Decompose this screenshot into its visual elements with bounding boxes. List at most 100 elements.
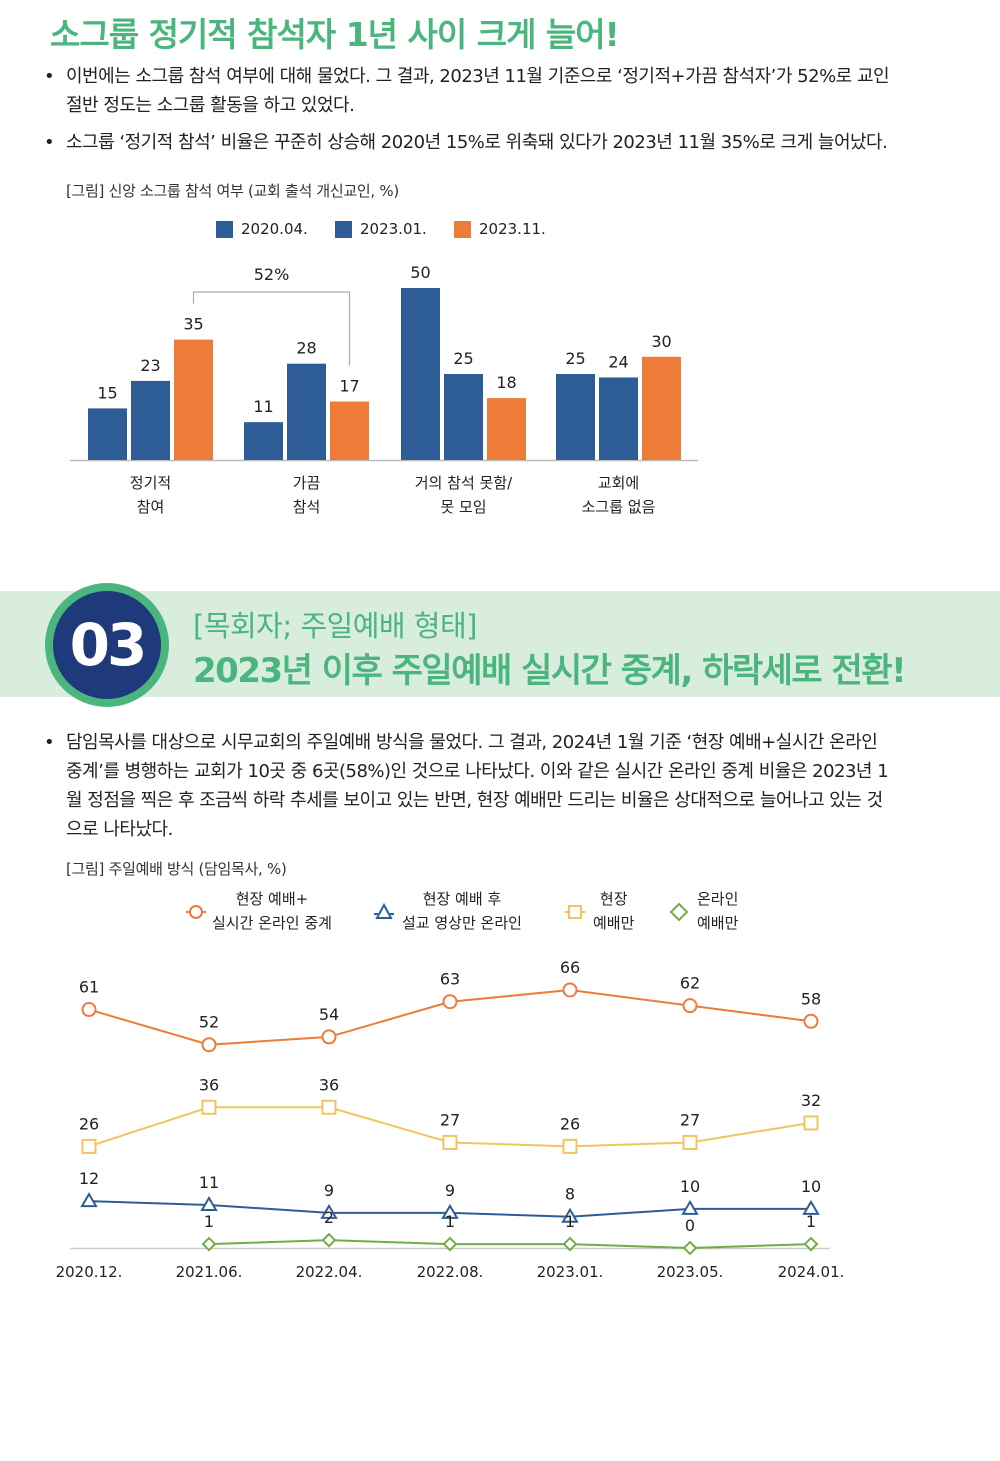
section1-bullet-1: • 이번에는 소그룹 참석 여부에 대해 물었다. 그 결과, 2023년 11…	[44, 62, 976, 120]
x-tick-label: 2021.06.	[176, 1263, 243, 1281]
bullet-line: 중계’를 병행하는 교회가 10곳 중 6곳(58%)인 것으로 나타났다. 이…	[66, 761, 889, 782]
x-tick-label: 2020.12.	[56, 1263, 123, 1281]
figure-caption-1: [그림] 신앙 소그룹 참석 여부 (교회 출석 개신교인, %)	[66, 182, 399, 200]
bar-value-label: 23	[140, 356, 160, 375]
bar-value-label: 30	[651, 332, 671, 351]
bullet-dot: •	[44, 132, 55, 153]
legend-label: 예배만	[593, 914, 635, 932]
bar	[642, 356, 681, 460]
data-label: 9	[445, 1181, 455, 1200]
legend-label: 2023.01.	[360, 220, 427, 238]
data-point	[562, 982, 578, 998]
data-point	[201, 1099, 217, 1115]
data-point	[200, 1196, 218, 1211]
data-point	[201, 1236, 217, 1252]
data-label: 10	[680, 1177, 700, 1196]
section2-subtitle: [목회자; 주일예배 형태]	[193, 609, 477, 643]
bar	[444, 374, 483, 460]
legend-marker-circle-icon	[186, 905, 206, 919]
data-point	[441, 1203, 459, 1219]
annotation-bracket	[192, 291, 351, 366]
legend-label: 설교 영상만 온라인	[402, 914, 522, 932]
data-point	[681, 1199, 699, 1215]
bar	[88, 408, 127, 460]
data-label: 26	[79, 1114, 99, 1133]
bar-value-label: 35	[183, 315, 203, 334]
section2-bullet: • 담임목사를 대상으로 시무교회의 주일예배 방식을 물었다. 그 결과, 2…	[44, 728, 976, 844]
bullet-dot: •	[44, 66, 55, 87]
category-label: 못 모임	[440, 498, 486, 516]
data-label: 62	[680, 974, 700, 993]
data-label: 2	[324, 1208, 334, 1227]
bar	[287, 363, 326, 460]
bar-value-label: 50	[410, 263, 430, 282]
bar	[131, 380, 170, 460]
data-label: 1	[204, 1212, 214, 1231]
data-point	[320, 1203, 338, 1219]
legend-label: 현장	[599, 890, 628, 908]
legend-label: 현장 예배+	[235, 890, 309, 908]
legend-marker-square-icon	[565, 905, 585, 919]
data-label: 52	[199, 1013, 219, 1032]
data-point	[682, 1240, 698, 1256]
data-label: 8	[565, 1185, 575, 1204]
data-point	[442, 1134, 458, 1150]
data-label: 1	[806, 1212, 816, 1231]
bar	[401, 288, 440, 460]
data-label: 36	[199, 1075, 219, 1094]
category-label: 참석	[293, 498, 321, 516]
data-point	[803, 1236, 819, 1252]
bar-value-label: 28	[296, 339, 316, 358]
data-label: 32	[801, 1091, 821, 1110]
data-label: 1	[445, 1212, 455, 1231]
data-label: 27	[440, 1110, 460, 1129]
bar-value-label: 24	[608, 352, 628, 371]
data-label: 11	[199, 1173, 219, 1192]
bullet-line: 절반 정도는 소그룹 활동을 하고 있었다.	[66, 95, 355, 116]
data-point	[561, 1207, 579, 1223]
bar-value-label: 18	[496, 373, 516, 392]
data-point	[562, 1236, 578, 1252]
data-label: 12	[79, 1169, 99, 1188]
bar-value-label: 25	[565, 349, 585, 368]
x-tick-label: 2022.08.	[417, 1263, 484, 1281]
legend-label: 현장 예배 후	[422, 890, 502, 908]
category-label: 소그룹 없음	[582, 498, 656, 516]
data-point	[442, 1236, 458, 1252]
bullet-line: 이번에는 소그룹 참석 여부에 대해 물었다. 그 결과, 2023년 11월 …	[66, 66, 890, 87]
data-point	[802, 1199, 820, 1215]
data-label: 54	[319, 1005, 339, 1024]
line-chart: 2020.12. 2021.06. 2022.04. 2022.08. 2023.01.…	[56, 958, 845, 1281]
x-tick-label: 2023.01.	[537, 1263, 604, 1281]
x-tick-label: 2022.04.	[296, 1263, 363, 1281]
data-label: 27	[680, 1110, 700, 1129]
section1-bullet-2: • 소그룹 ‘정기적 참석’ 비율은 꾸준히 상승해 2020년 15%로 위축…	[44, 128, 976, 157]
legend-swatch	[216, 220, 233, 238]
data-point	[81, 1138, 97, 1154]
category-label: 가끔	[293, 474, 321, 492]
annotation-label: 52%	[254, 265, 290, 284]
bullet-dot: •	[44, 732, 55, 753]
bar	[244, 422, 283, 460]
data-point	[442, 994, 458, 1010]
x-tick-label: 2024.01.	[778, 1263, 845, 1281]
data-label: 66	[560, 958, 580, 977]
bar	[556, 374, 595, 460]
section-number: 03	[53, 591, 161, 699]
legend-label: 실시간 온라인 중계	[212, 914, 332, 932]
data-label: 0	[685, 1216, 695, 1235]
data-point	[81, 1002, 97, 1018]
legend-item-2023-01: 2023.01.	[335, 220, 427, 238]
category-label: 정기적	[130, 474, 171, 492]
legend-label: 2020.04.	[241, 220, 308, 238]
legend-marker-triangle-icon	[374, 902, 394, 919]
data-point	[562, 1138, 578, 1154]
data-point	[321, 1232, 337, 1248]
data-point	[321, 1099, 337, 1115]
data-label: 61	[79, 978, 99, 997]
legend-label: 2023.11.	[479, 220, 546, 238]
figure-caption-2: [그림] 주일예배 방식 (담임목사, %)	[66, 860, 287, 878]
legend-label: 온라인	[697, 890, 739, 908]
bar	[330, 401, 369, 460]
